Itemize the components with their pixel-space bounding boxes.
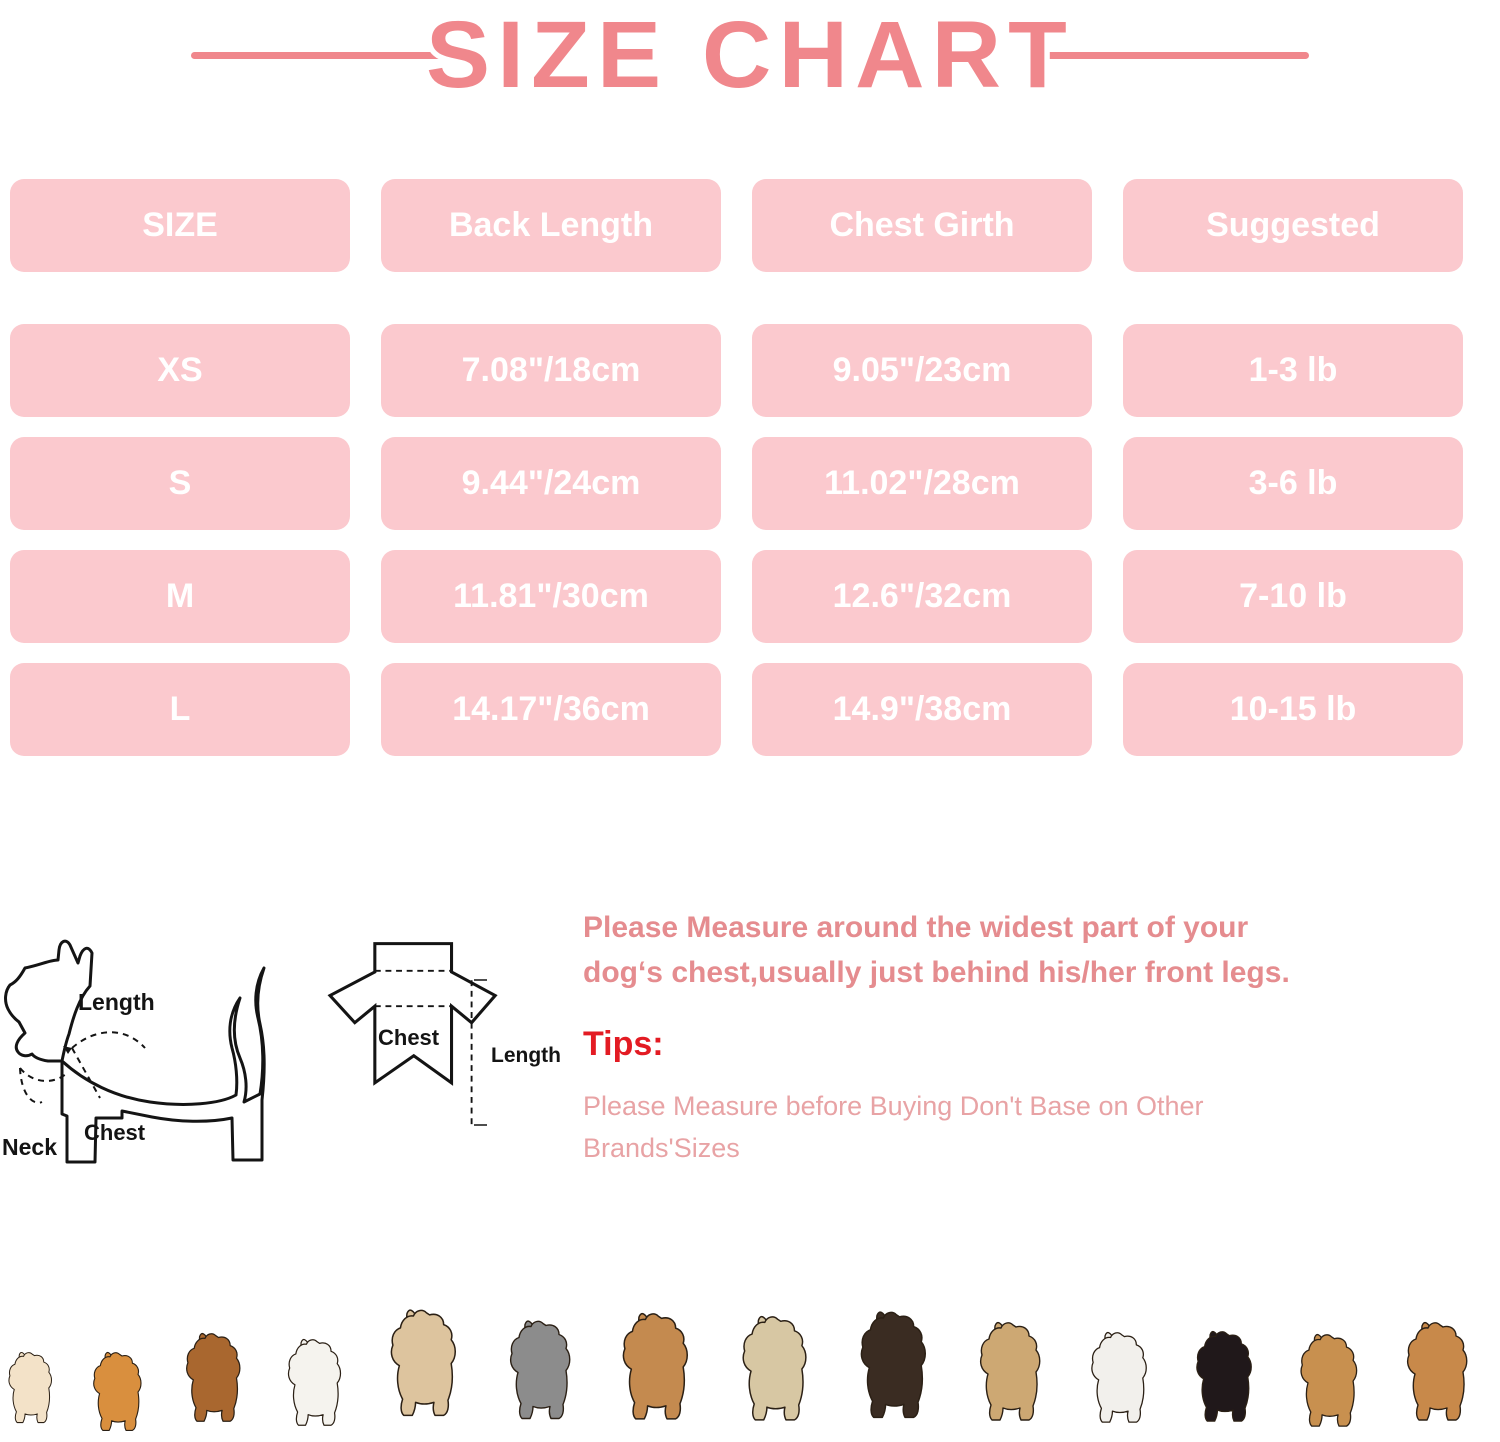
svg-text:Chest: Chest <box>378 1025 440 1050</box>
svg-text:Neck: Neck <box>2 1134 57 1160</box>
svg-text:Length: Length <box>78 989 155 1015</box>
svg-text:Chest: Chest <box>84 1120 146 1145</box>
svg-text:Length: Length <box>491 1044 561 1067</box>
